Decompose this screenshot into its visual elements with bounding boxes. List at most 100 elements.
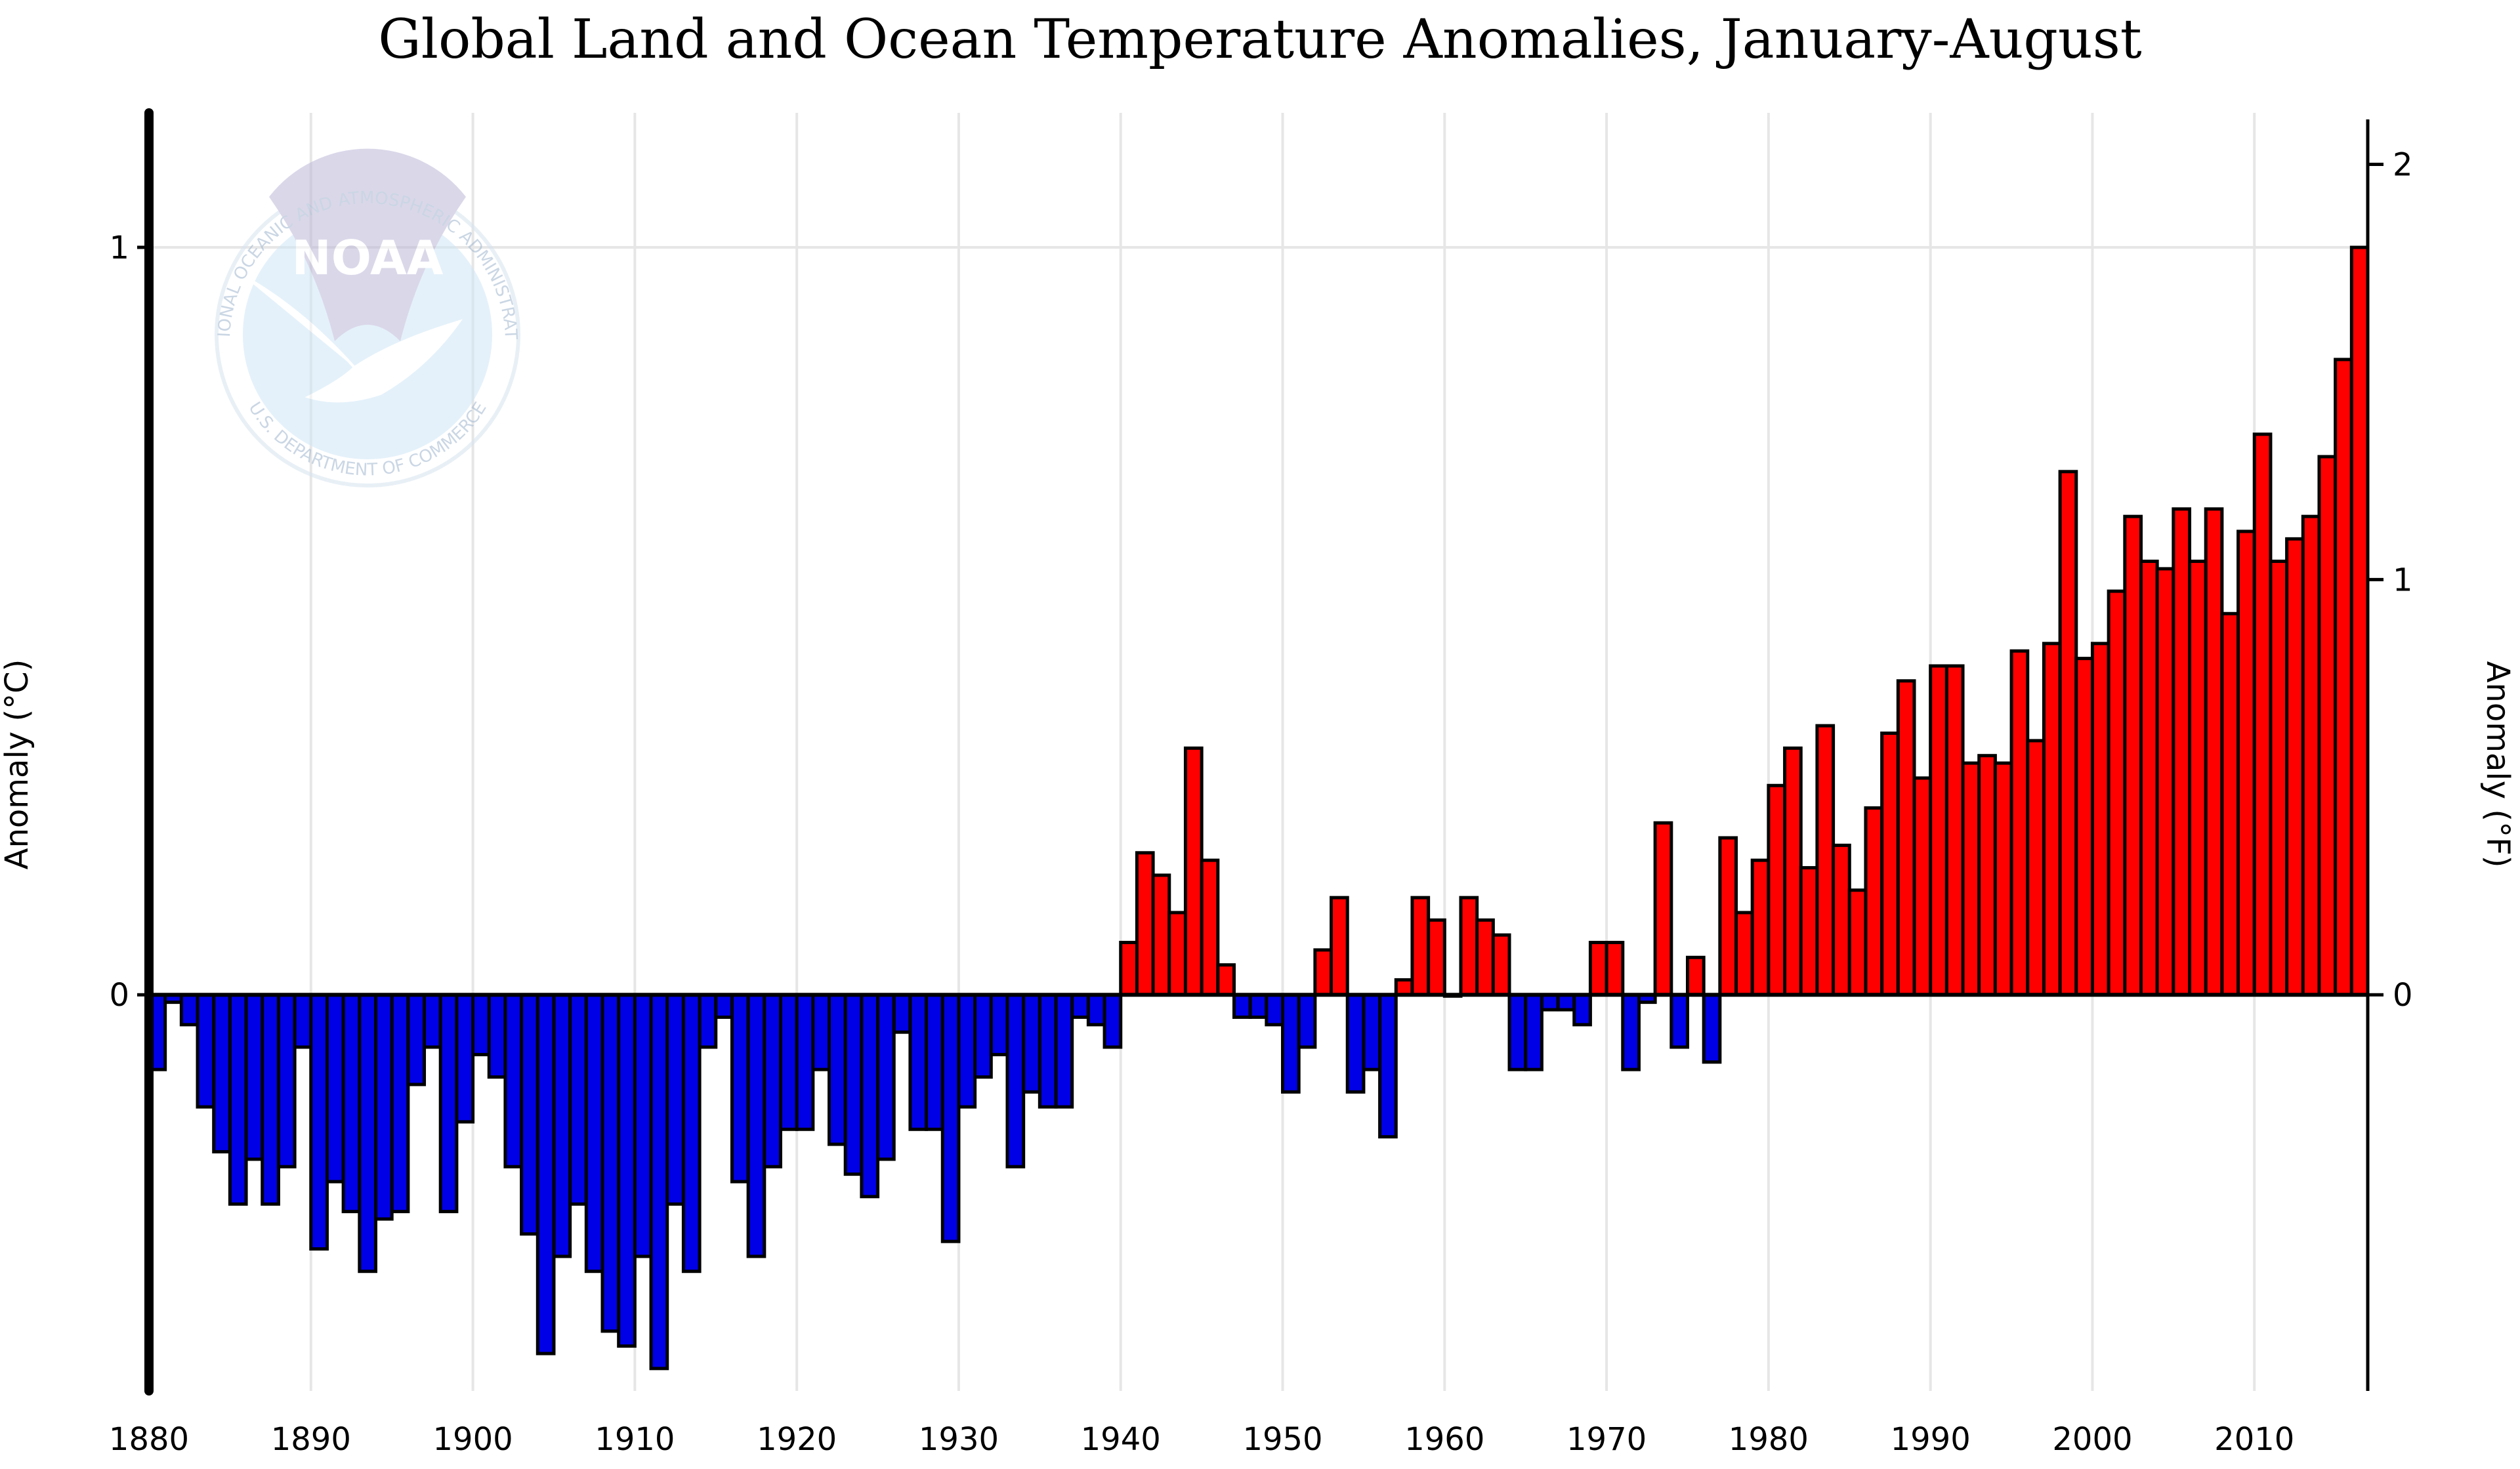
bar-1889 — [293, 993, 313, 1049]
bar-1974 — [1670, 993, 1689, 1049]
bar-1949 — [1265, 993, 1285, 1027]
bar-1930 — [957, 993, 977, 1109]
bar-1912 — [665, 993, 685, 1206]
bar-1984 — [1832, 843, 1851, 997]
bar-1986 — [1864, 806, 1884, 997]
bar-1920 — [795, 993, 815, 1131]
bar-1905 — [552, 993, 572, 1258]
bar-2014 — [2317, 455, 2338, 997]
bar-1945 — [1200, 858, 1220, 997]
noaa-logo: NOAA NATIONAL OCEANIC AND ATMOSPHERIC AD… — [0, 0, 520, 487]
bar-1988 — [1896, 679, 1916, 997]
bar-1902 — [503, 993, 524, 1169]
bar-1883 — [196, 993, 216, 1109]
bar-2013 — [2301, 514, 2321, 997]
y-axis-title-left: Anomaly (°C) — [0, 659, 35, 870]
x-tick-label-1990: 1990 — [1891, 1421, 1971, 1458]
bar-1971 — [1621, 993, 1641, 1071]
y-right-tick-label-0: 0 — [2393, 977, 2413, 1014]
x-tick-label-1960: 1960 — [1404, 1421, 1484, 1458]
bar-1901 — [487, 993, 507, 1079]
bar-1989 — [1912, 776, 1933, 997]
bar-2003 — [2139, 560, 2159, 997]
bar-1994 — [1993, 761, 2013, 997]
bar-2000 — [2090, 642, 2110, 997]
bar-1965 — [1524, 993, 1544, 1071]
bar-1914 — [698, 993, 718, 1049]
logo-ocean — [243, 210, 492, 459]
bar-2006 — [2188, 560, 2208, 997]
y-right-tick-label-2: 2 — [2393, 146, 2413, 183]
bar-1937 — [1070, 993, 1090, 1019]
bar-1891 — [325, 993, 345, 1184]
bar-1942 — [1151, 873, 1171, 997]
x-tick-label-1980: 1980 — [1729, 1421, 1809, 1458]
y-axis-title-right: Anomaly (°F) — [2479, 661, 2516, 868]
bar-1968 — [1572, 993, 1592, 1027]
bar-1967 — [1556, 993, 1576, 1012]
bar-1982 — [1799, 866, 1819, 997]
bar-1893 — [358, 993, 378, 1273]
bar-1890 — [309, 993, 329, 1251]
bar-1906 — [568, 993, 588, 1206]
bar-1892 — [341, 993, 362, 1214]
y-tick-label-1: 1 — [109, 230, 129, 266]
bar-1916 — [730, 993, 750, 1184]
bar-1981 — [1783, 746, 1803, 997]
bar-1977 — [1718, 836, 1738, 997]
bar-1993 — [1977, 754, 1997, 997]
bar-1884 — [212, 993, 232, 1153]
bar-1996 — [2026, 739, 2046, 997]
bar-1929 — [940, 993, 961, 1243]
bar-1922 — [828, 993, 847, 1146]
bar-1886 — [244, 993, 264, 1161]
bar-1990 — [1929, 664, 1948, 997]
bar-1985 — [1847, 888, 1868, 997]
bar-1946 — [1216, 963, 1236, 997]
bar-1919 — [778, 993, 799, 1131]
bar-1913 — [681, 993, 702, 1273]
bar-1921 — [811, 993, 831, 1071]
bar-1903 — [520, 993, 539, 1236]
x-tick-label-1910: 1910 — [595, 1421, 675, 1458]
bar-1896 — [406, 993, 427, 1086]
axes: 0 1 0 1 2 1880 1890 1900 1910 1920 1930 1940 1950 196… — [109, 108, 2413, 1458]
x-tick-label-2000: 2000 — [2052, 1421, 2132, 1458]
bar-1998 — [2058, 470, 2078, 997]
bar-1966 — [1540, 993, 1560, 1012]
x-tick-label-1950: 1950 — [1242, 1421, 1322, 1458]
bar-1961 — [1459, 896, 1479, 997]
logo-sky — [269, 148, 466, 341]
bar-1907 — [584, 993, 604, 1273]
x-tick-label-1940: 1940 — [1081, 1421, 1161, 1458]
bar-2007 — [2204, 507, 2224, 997]
bar-1973 — [1653, 821, 1673, 997]
bar-1933 — [1005, 993, 1026, 1169]
bar-1952 — [1313, 948, 1334, 997]
bar-1983 — [1815, 724, 1836, 997]
bar-1964 — [1507, 993, 1528, 1071]
bar-1999 — [2074, 657, 2094, 997]
bar-1941 — [1135, 851, 1155, 997]
bar-1917 — [746, 993, 766, 1258]
x-tick-label-1970: 1970 — [1566, 1421, 1647, 1458]
bar-1911 — [649, 993, 669, 1371]
x-tick-label-1930: 1930 — [919, 1421, 999, 1458]
bar-1991 — [1944, 664, 1965, 997]
bar-1948 — [1248, 993, 1269, 1019]
bar-1904 — [536, 993, 556, 1355]
bar-1931 — [973, 993, 993, 1079]
bar-2012 — [2285, 537, 2305, 997]
bar-1940 — [1119, 940, 1139, 997]
bar-1898 — [438, 993, 459, 1214]
bar-1900 — [471, 993, 491, 1056]
bar-2001 — [2107, 589, 2127, 997]
bar-2005 — [2172, 507, 2192, 997]
x-tick-label-1920: 1920 — [757, 1421, 837, 1458]
bar-2008 — [2220, 611, 2240, 997]
bar-2004 — [2155, 567, 2175, 997]
bar-1928 — [925, 993, 944, 1131]
bar-1910 — [633, 993, 653, 1258]
x-tick-label-1880: 1880 — [109, 1421, 189, 1458]
bar-1944 — [1183, 746, 1204, 997]
